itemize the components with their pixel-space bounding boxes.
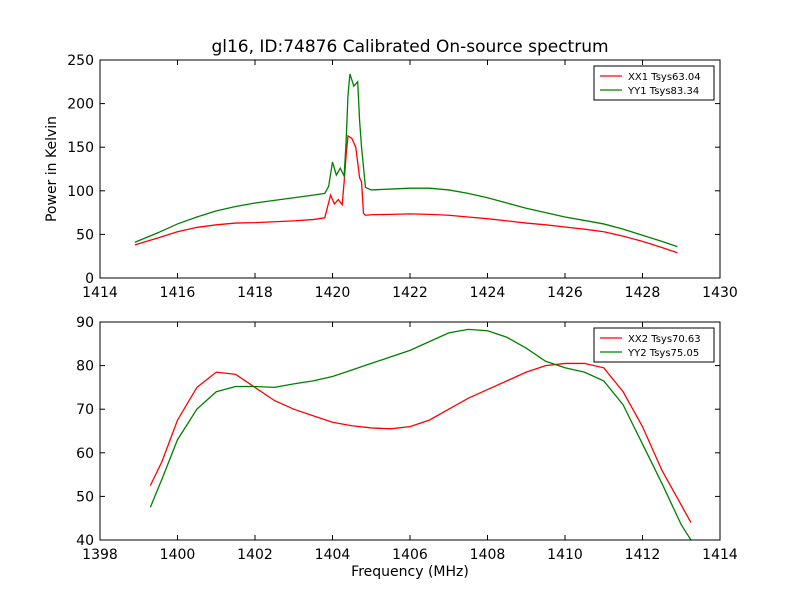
x-tick-label: 1418 [237, 285, 273, 301]
x-tick-label: 1398 [82, 547, 118, 563]
x-tick-label: 1414 [82, 285, 118, 301]
x-tick-label: 1426 [547, 285, 583, 301]
legend-label: XX2 Tsys70.63 [628, 334, 701, 345]
series-line-1 [149, 362, 692, 523]
x-tick-label: 1402 [237, 547, 273, 563]
y-tick-label: 0 [85, 271, 94, 287]
x-tick-label: 1406 [392, 547, 428, 563]
y-tick-label: 50 [76, 489, 94, 505]
x-tick-label: 1428 [625, 285, 661, 301]
x-tick-label: 1420 [315, 285, 351, 301]
y-tick-label: 40 [76, 533, 94, 549]
x-tick-label: 1404 [315, 547, 351, 563]
x-tick-label: 1412 [625, 547, 661, 563]
x-tick-label: 1414 [702, 547, 738, 563]
x-tick-label: 1416 [160, 285, 196, 301]
y-tick-label: 50 [76, 227, 94, 243]
legend-label: YY2 Tsys75.05 [627, 348, 699, 359]
x-axis-label: Frequency (MHz) [351, 564, 469, 580]
y-tick-label: 70 [76, 402, 94, 418]
x-tick-label: 1430 [702, 285, 738, 301]
y-axis-label: Power in Kelvin [44, 116, 60, 222]
y-tick-label: 150 [67, 140, 94, 156]
x-tick-label: 1400 [160, 547, 196, 563]
top-spectrum-plot: 1414 1416 1418 1420 1422 1424 1426 1428 1430 0 50 1… [44, 53, 738, 301]
legend: XX2 Tsys70.63 YY2 Tsys75.05 [593, 327, 715, 363]
y-tick-label: 80 [76, 359, 94, 375]
y-tick-label: 100 [67, 184, 94, 200]
legend-box [593, 327, 715, 363]
series-line-2 [134, 73, 678, 248]
bottom-spectrum-plot: 1398 1400 1402 1404 1406 1408 1410 1412 1414 40 50… [76, 315, 738, 580]
y-tick-label: 250 [67, 53, 94, 69]
y-tick-label: 90 [76, 315, 94, 331]
legend-label: XX1 Tsys63.04 [628, 72, 701, 83]
x-tick-label: 1422 [392, 285, 428, 301]
series-line-2 [149, 328, 692, 540]
x-tick-label: 1424 [470, 285, 506, 301]
x-tick-label: 1408 [470, 547, 506, 563]
legend-box [593, 65, 715, 101]
y-tick-label: 60 [76, 446, 94, 462]
series-line-1 [134, 134, 678, 254]
x-tick-label: 1410 [547, 547, 583, 563]
legend: XX1 Tsys63.04 YY1 Tsys83.34 [593, 65, 715, 101]
legend-label: YY1 Tsys83.34 [627, 86, 699, 97]
chart-title: gl16, ID:74876 Calibrated On-source spec… [211, 37, 608, 57]
y-tick-label: 200 [67, 97, 94, 113]
